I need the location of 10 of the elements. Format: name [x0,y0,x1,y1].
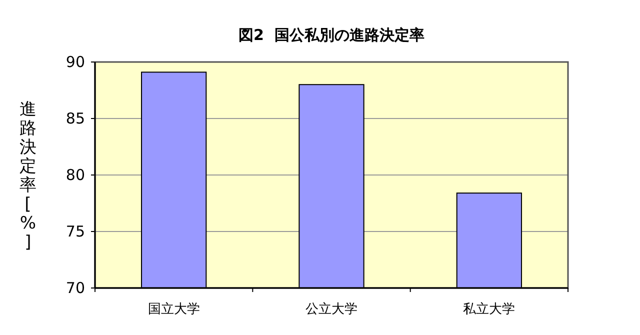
y-tick-label: 70 [66,279,85,297]
y-tick-label: 85 [66,110,85,128]
chart-title: 図2 国公私別の進路決定率 [238,26,424,44]
x-tick-label: 国立大学 [148,301,200,317]
y-tick-label: 90 [66,53,85,71]
y-tick-label: 80 [66,166,85,184]
x-tick-label: 公立大学 [306,301,358,317]
y-tick-label: 75 [66,222,85,240]
x-tick-label: 私立大学 [463,301,516,317]
y-axis-title: 進路決定率[%] [20,100,36,252]
